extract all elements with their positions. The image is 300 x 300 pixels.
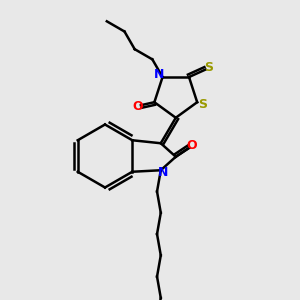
Text: N: N: [158, 166, 168, 179]
Text: S: S: [205, 61, 214, 74]
Text: N: N: [154, 68, 164, 81]
Text: O: O: [186, 139, 197, 152]
Text: S: S: [198, 98, 207, 111]
Text: O: O: [132, 100, 142, 113]
